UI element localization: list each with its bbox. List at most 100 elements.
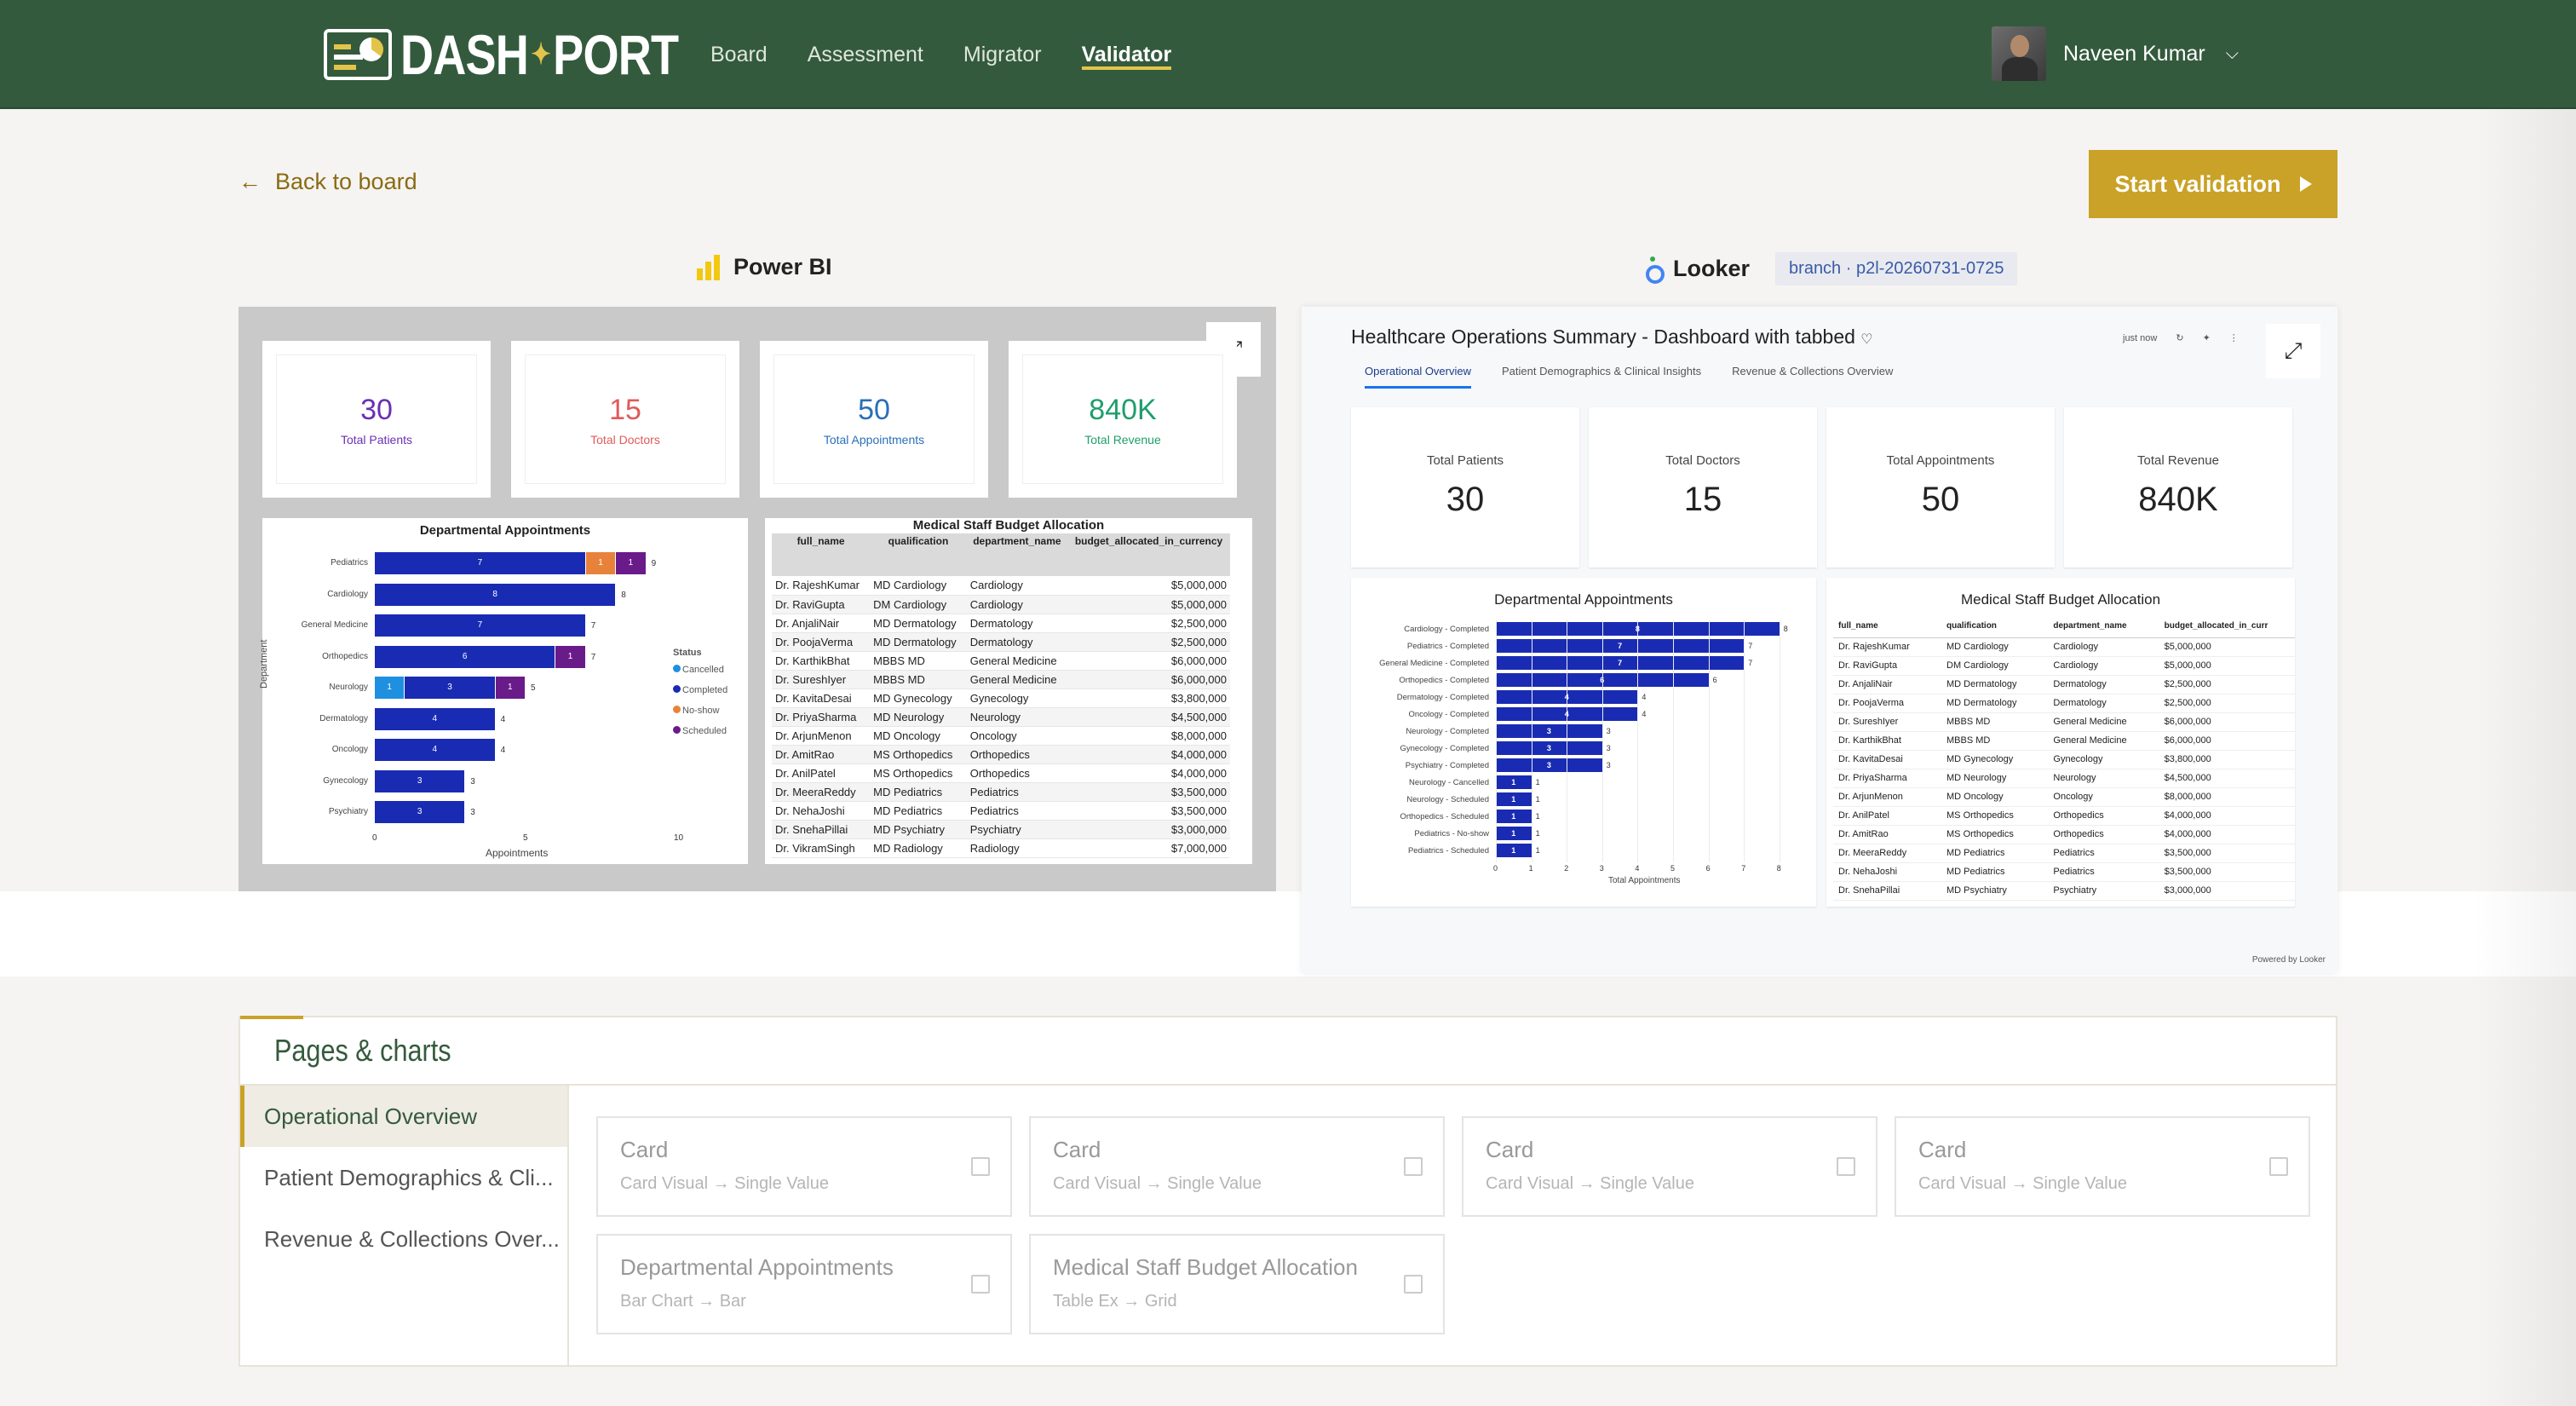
bar-total-label: 3	[470, 776, 475, 787]
bar-value-label: 4	[1642, 693, 1647, 701]
bar-segment[interactable]: 3	[375, 769, 465, 792]
bar[interactable]: 1	[1496, 827, 1532, 840]
x-tick-label: 1	[1528, 864, 1533, 873]
bar[interactable]: 3	[1496, 741, 1602, 755]
table-header[interactable]: department_name	[966, 533, 1068, 576]
x-tick-label: 5	[523, 833, 528, 843]
kpi-value: 30	[1446, 481, 1485, 518]
visual-title: Card	[1918, 1137, 1967, 1162]
page-item-operational-overview[interactable]: Operational Overview	[240, 1086, 567, 1147]
bar-category-label: Psychiatry - Completed	[1405, 761, 1489, 770]
legend-item[interactable]: Cancelled	[673, 665, 724, 675]
table-cell: Cardiology	[2048, 656, 2159, 676]
back-to-board-link[interactable]: ← Back to board	[239, 169, 417, 195]
grid-line	[1601, 620, 1603, 862]
visual-card[interactable]: Card Card Visual → Single Value	[596, 1116, 1012, 1217]
bar-total-label: 5	[531, 683, 536, 693]
bar-segment[interactable]: 6	[375, 645, 555, 668]
legend-item[interactable]: Completed	[673, 685, 727, 695]
avatar	[1992, 26, 2046, 81]
visual-checkbox[interactable]	[1404, 1275, 1423, 1294]
play-icon	[2299, 176, 2312, 192]
table-header[interactable]: qualification	[870, 533, 967, 576]
page-item-revenue-collections[interactable]: Revenue & Collections Over...	[264, 1226, 560, 1252]
bar-value-label: 1	[1535, 829, 1540, 838]
back-label: Back to board	[275, 169, 417, 194]
table-cell: Dr. RajeshKumar	[772, 576, 871, 596]
kpi-card-inner	[276, 354, 477, 484]
bar-segment[interactable]: 1	[375, 677, 405, 699]
expand-icon[interactable]: ⤢	[2266, 324, 2320, 378]
visual-checkbox[interactable]	[1404, 1157, 1423, 1176]
visual-checkbox[interactable]	[971, 1275, 990, 1294]
visual-card[interactable]: Medical Staff Budget Allocation Table Ex …	[1029, 1234, 1445, 1334]
table-row: Dr. SureshIyer MBBS MD General Medicine $6,…	[1833, 712, 2295, 732]
page-item-patient-demographics[interactable]: Patient Demographics & Cli...	[264, 1165, 554, 1190]
visual-title: Card	[1486, 1137, 1534, 1162]
bar[interactable]: 7	[1496, 656, 1745, 670]
start-validation-button[interactable]: Start validation	[2089, 150, 2337, 218]
sparkle-icon[interactable]: ✦	[2202, 333, 2211, 343]
nav-migrator[interactable]: Migrator	[963, 43, 1042, 66]
visual-card[interactable]: Card Card Visual → Single Value	[1895, 1116, 2310, 1217]
bar-segment[interactable]: 8	[375, 583, 616, 606]
table-header[interactable]: budget_allocated_in_curr	[2159, 615, 2295, 638]
bar-segment[interactable]: 7	[375, 614, 585, 637]
bar-segment[interactable]: 7	[375, 552, 585, 574]
tab-patient-demographics[interactable]: Patient Demographics & Clinical Insights	[1502, 365, 1702, 377]
user-menu[interactable]: Naveen Kumar ⌵	[1992, 26, 2239, 81]
table-row: Dr. PoojaVerma MD Dermatology Dermatology $…	[772, 632, 1230, 652]
visual-card[interactable]: Departmental Appointments Bar Chart → Bar	[596, 1234, 1012, 1334]
bar-segment[interactable]: 4	[375, 739, 495, 761]
tab-revenue-collections[interactable]: Revenue & Collections Overview	[1732, 365, 1894, 377]
kpi-card: Total Doctors 15	[1589, 407, 1817, 568]
table-header[interactable]: qualification	[1941, 615, 2049, 638]
legend-dot	[673, 685, 681, 693]
bar[interactable]: 1	[1496, 792, 1532, 806]
table-cell: Dr. PriyaSharma	[1833, 769, 1942, 788]
nav-board[interactable]: Board	[710, 43, 768, 66]
table-cell: $2,500,000	[1067, 614, 1230, 633]
legend-item[interactable]: Scheduled	[673, 726, 727, 736]
visual-checkbox[interactable]	[2269, 1157, 2288, 1176]
bar[interactable]: 3	[1496, 758, 1602, 772]
table-cell: MD Oncology	[1941, 787, 2049, 807]
visual-checkbox[interactable]	[971, 1157, 990, 1176]
bar-value-label: 7	[1748, 642, 1753, 650]
table-header[interactable]: department_name	[2048, 615, 2159, 638]
bar-segment[interactable]: 3	[405, 677, 495, 699]
bar-segment[interactable]: 4	[375, 707, 495, 730]
bar-segment[interactable]: 1	[616, 552, 646, 574]
more-icon[interactable]: ⋮	[2228, 333, 2239, 343]
visual-checkbox[interactable]	[1837, 1157, 1855, 1176]
bar-total-label: 4	[500, 714, 506, 724]
app-logo[interactable]: DASH ✦ PORT	[324, 23, 739, 86]
bar-segment[interactable]: 3	[375, 801, 465, 823]
table-header[interactable]: budget_allocated_in_currency	[1067, 533, 1230, 576]
bar-segment[interactable]: 1	[495, 677, 525, 699]
visual-card[interactable]: Card Card Visual → Single Value	[1462, 1116, 1877, 1217]
table-cell: Dermatology	[966, 614, 1068, 633]
nav-assessment[interactable]: Assessment	[807, 43, 923, 66]
table-header[interactable]: full_name	[772, 533, 871, 576]
bar[interactable]: 1	[1496, 844, 1532, 857]
pages-and-charts-panel: Pages & charts Operational Overview Pati…	[239, 1016, 2337, 1367]
nav-validator[interactable]: Validator	[1081, 0, 1171, 109]
bar[interactable]: 3	[1496, 724, 1602, 738]
bar[interactable]: 1	[1496, 775, 1532, 789]
bar[interactable]: 7	[1496, 639, 1745, 653]
legend-dot	[673, 706, 681, 713]
heart-icon[interactable]: ♡	[1860, 332, 1873, 347]
bar-value-label: 3	[1606, 727, 1611, 735]
table-cell: Neurology	[966, 707, 1068, 727]
table-cell: $4,500,000	[1067, 707, 1230, 727]
bar[interactable]: 1	[1496, 810, 1532, 823]
table-cell: Dr. NehaJoshi	[1833, 862, 1942, 882]
refresh-icon[interactable]: ↻	[2176, 333, 2184, 343]
table-header[interactable]: full_name	[1833, 615, 1942, 638]
legend-item[interactable]: No-show	[673, 706, 719, 716]
tab-operational-overview[interactable]: Operational Overview	[1365, 365, 1471, 389]
bar-segment[interactable]: 1	[585, 552, 616, 574]
bar-segment[interactable]: 1	[555, 645, 585, 668]
visual-card[interactable]: Card Card Visual → Single Value	[1029, 1116, 1445, 1217]
